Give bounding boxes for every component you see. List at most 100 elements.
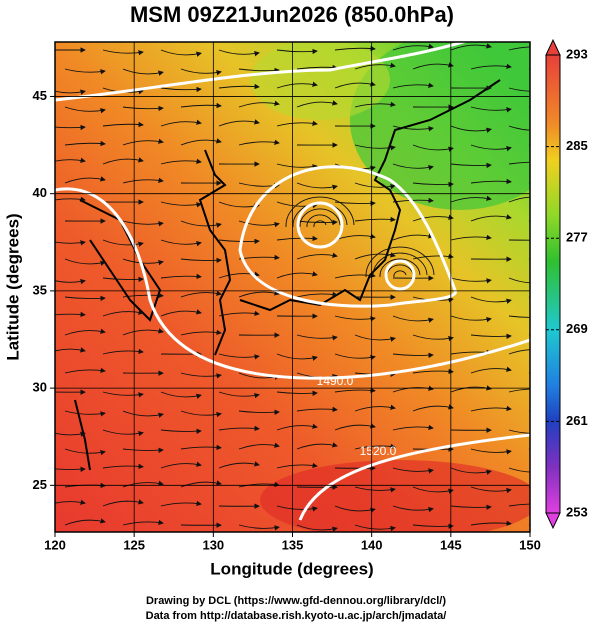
x-tick-label: 140 — [361, 537, 383, 552]
streamline — [528, 524, 530, 526]
streamline — [102, 499, 144, 507]
streamline — [218, 425, 260, 432]
streamline — [238, 409, 280, 415]
streamline — [470, 333, 512, 339]
streamline — [450, 467, 492, 475]
streamline — [412, 404, 454, 412]
cool-region — [350, 42, 530, 210]
streamline — [392, 352, 434, 358]
streamline — [392, 163, 434, 171]
streamline — [450, 125, 492, 133]
streamline — [55, 157, 86, 163]
streamline — [122, 519, 164, 526]
streamline — [354, 62, 396, 70]
streamline — [392, 82, 434, 89]
streamline — [102, 429, 144, 437]
streamline — [354, 524, 396, 532]
streamline — [218, 83, 260, 90]
streamline — [508, 315, 530, 318]
coastline — [74, 79, 501, 471]
streamline — [160, 461, 202, 469]
streamline — [122, 105, 164, 112]
warm-region — [260, 460, 530, 532]
streamline — [392, 43, 434, 51]
streamline — [238, 481, 280, 488]
streamline — [180, 68, 222, 76]
streamline — [412, 144, 454, 152]
colorbar-tick-label: 269 — [566, 321, 588, 336]
streamline — [296, 100, 338, 108]
streamline — [470, 214, 512, 222]
streamline — [160, 273, 202, 280]
colorbar-tick-label: 285 — [566, 138, 588, 153]
streamline — [508, 503, 530, 507]
streamline — [412, 214, 454, 222]
streamline — [296, 406, 338, 413]
streamline — [508, 277, 530, 284]
streamline — [160, 239, 202, 247]
streamline — [354, 101, 396, 108]
streamline — [508, 125, 530, 131]
streamline — [55, 311, 86, 318]
streamline — [412, 486, 454, 494]
streamline — [508, 429, 530, 434]
streamline — [64, 518, 106, 526]
streamline — [180, 220, 222, 228]
streamline — [160, 49, 202, 57]
streamline — [180, 102, 222, 109]
streamline — [102, 391, 144, 398]
streamline — [55, 89, 86, 95]
streamline — [64, 410, 106, 417]
colorbar-tick-label: 261 — [566, 413, 588, 428]
streamline — [64, 176, 106, 184]
streamline — [238, 67, 280, 74]
streamline — [180, 138, 222, 146]
streamline — [218, 353, 260, 360]
streamline — [55, 466, 86, 472]
streamline — [180, 372, 222, 379]
footer: Data from http://database.rish.kyoto-u.a… — [146, 610, 447, 622]
streamline — [392, 315, 434, 323]
x-axis-label: Longitude (degrees) — [210, 559, 373, 578]
streamline — [379, 258, 421, 278]
streamline — [450, 504, 492, 510]
streamline — [180, 444, 222, 451]
streamline — [180, 329, 222, 336]
streamline — [470, 448, 512, 455]
streamline — [160, 500, 202, 507]
streamline — [102, 348, 144, 355]
streamline — [470, 63, 512, 70]
streamline — [470, 178, 512, 185]
contour-line — [298, 433, 530, 521]
colorbar-extend — [545, 512, 561, 530]
streamline — [218, 49, 260, 57]
streamline — [218, 119, 260, 127]
streamline — [508, 388, 530, 393]
streamline — [55, 499, 86, 505]
streamline — [180, 480, 222, 488]
streamline — [122, 258, 164, 266]
streamline — [313, 220, 327, 228]
contour-label: 1520.0 — [360, 444, 397, 458]
streamline — [285, 196, 355, 228]
streamline — [276, 235, 318, 242]
x-tick-label: 130 — [202, 537, 224, 552]
x-tick-label: 145 — [440, 537, 462, 552]
streamline — [160, 391, 202, 399]
streamline — [218, 461, 260, 469]
streamline — [392, 505, 434, 513]
colorbar-extend — [545, 38, 561, 56]
x-tick-label: 120 — [44, 537, 66, 552]
streamline — [299, 208, 341, 228]
streamline — [276, 423, 318, 431]
streamline — [55, 240, 86, 246]
colorbar: 253 261 269 277 285 293 — [545, 38, 588, 530]
streamline — [296, 334, 338, 341]
colorbar-tick-label: 277 — [566, 230, 588, 245]
streamline — [102, 157, 144, 165]
streamline — [102, 49, 144, 56]
streamline — [508, 161, 530, 165]
streamline — [180, 290, 222, 298]
contour-line — [55, 42, 469, 102]
streamline — [276, 48, 318, 55]
